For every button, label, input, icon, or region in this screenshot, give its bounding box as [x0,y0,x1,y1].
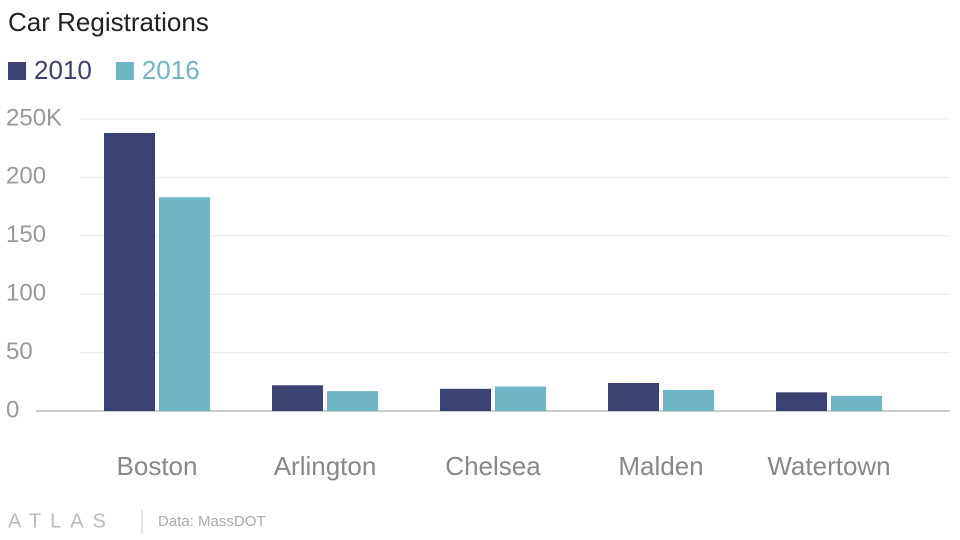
bar [104,133,155,412]
bar [495,386,546,411]
x-tick-label: Chelsea [445,451,541,481]
bar [831,395,882,411]
y-tick-label: 50 [6,338,33,365]
bar [159,197,210,411]
legend-label: 2010 [34,55,92,85]
x-tick-label: Malden [618,451,703,481]
x-tick-label: Boston [117,451,198,481]
bar [663,389,714,411]
legend-swatch [115,62,134,80]
source: Data: MassDOT [158,513,266,530]
bar [440,388,491,411]
legend-label: 2016 [142,55,200,85]
chart-title: Car Registrations [8,7,209,37]
x-tick-label: Arlington [274,451,377,481]
y-tick-label: 100 [6,280,46,307]
logo: ATLAS [8,510,115,532]
y-tick-label: 0 [6,396,19,423]
legend-swatch [8,62,26,80]
bar [608,382,659,411]
y-tick-label: 250K [6,104,62,131]
x-tick-label: Watertown [767,451,890,481]
y-tick-label: 200 [6,163,46,190]
bar [327,391,378,411]
y-tick-label: 150 [6,221,46,248]
bar [272,385,323,411]
bar [776,392,827,411]
